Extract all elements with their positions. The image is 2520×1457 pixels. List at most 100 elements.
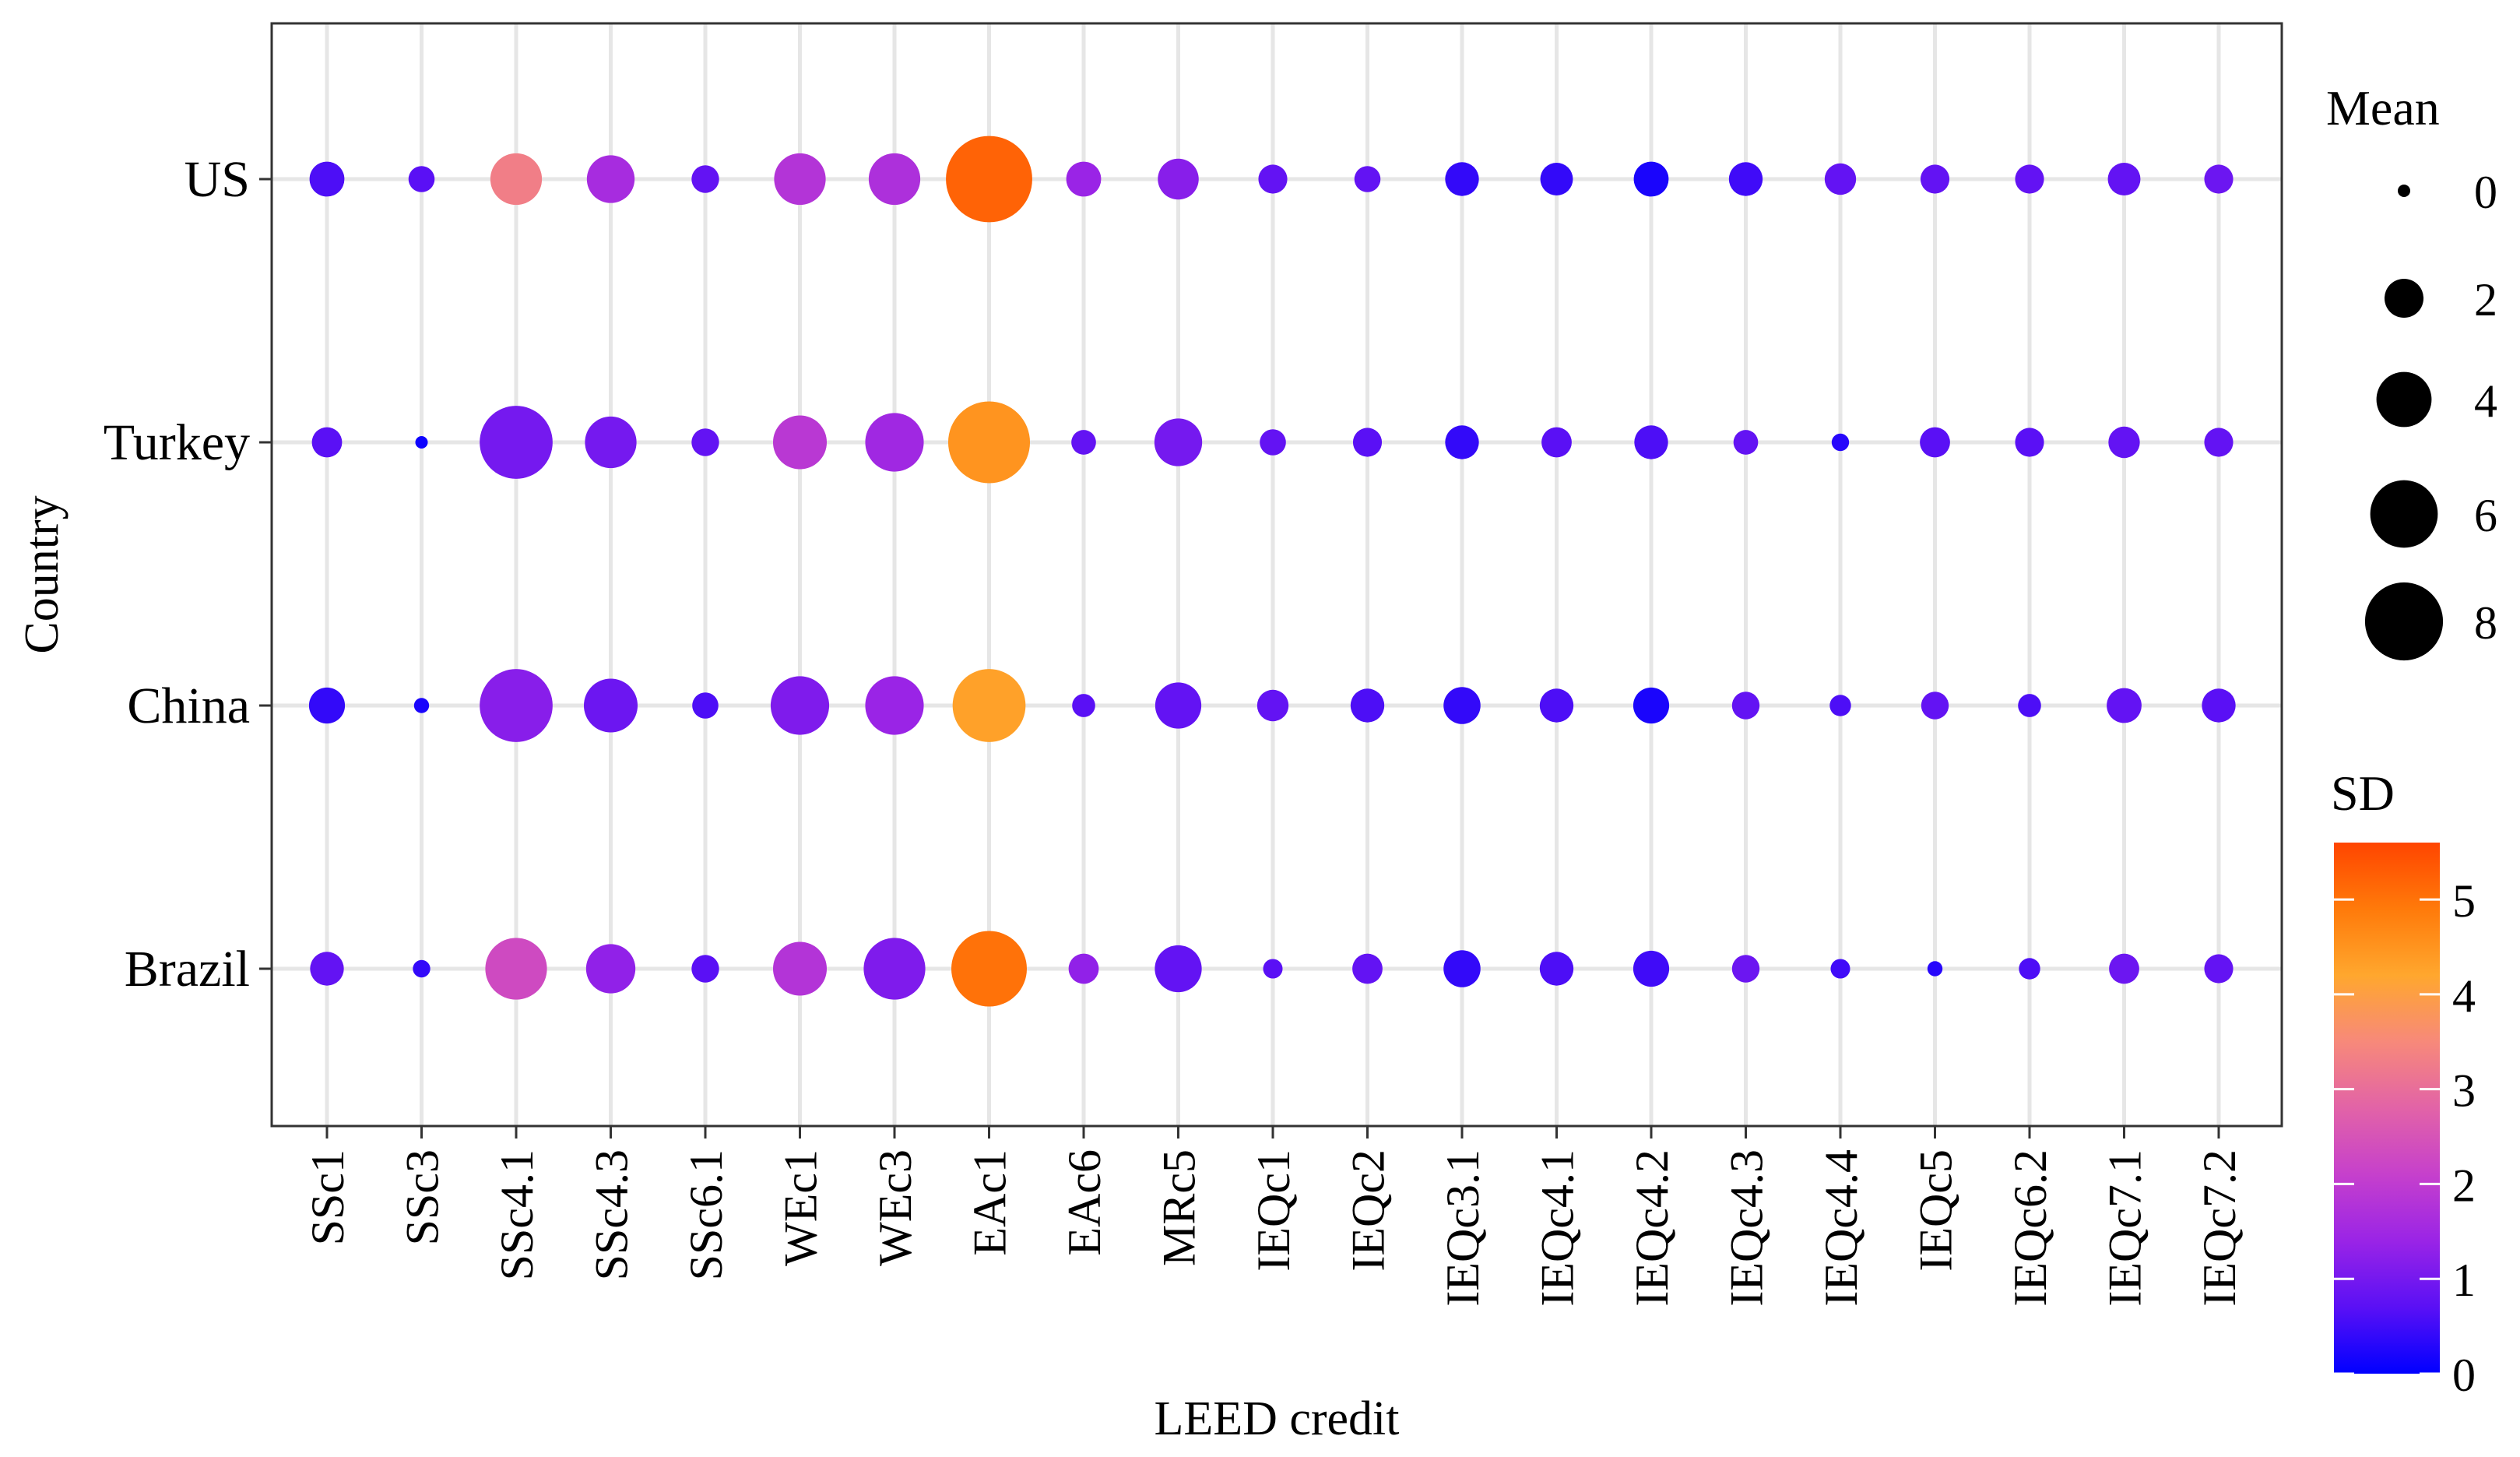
point-brazil-ieqc4.2 — [1633, 950, 1670, 987]
point-turkey-ieqc4.1 — [1541, 427, 1572, 458]
x-tick-label: IEQc4.2 — [1626, 1149, 1678, 1307]
point-brazil-ieqc7.1 — [2109, 953, 2139, 984]
point-brazil-ssc1 — [310, 952, 344, 986]
point-china-ieqc7.1 — [2107, 688, 2142, 723]
point-turkey-ssc6.1 — [691, 428, 719, 456]
point-brazil-eac1 — [951, 931, 1027, 1007]
point-us-ssc6.1 — [691, 165, 719, 193]
point-china-eac1 — [952, 669, 1026, 742]
sd-tick-label: 4 — [2452, 970, 2476, 1022]
x-tick-label: IEQc7.2 — [2194, 1149, 2245, 1307]
point-us-ieqc2 — [1354, 166, 1381, 192]
sd-tick-label: 0 — [2452, 1350, 2476, 1401]
point-us-mrc5 — [1158, 158, 1199, 200]
point-china-ieqc1 — [1256, 689, 1289, 722]
sd-tick-label: 2 — [2452, 1160, 2476, 1211]
point-brazil-wec3 — [863, 938, 926, 1000]
mean-legend-label: 8 — [2474, 597, 2497, 649]
mean-legend-label: 6 — [2474, 490, 2497, 541]
point-brazil-ieqc6.2 — [2019, 958, 2040, 980]
x-tick-label: IEQc1 — [1248, 1149, 1299, 1272]
point-turkey-eac1 — [947, 401, 1031, 484]
point-china-ieqc4.2 — [1633, 687, 1670, 724]
point-china-wec3 — [865, 676, 924, 735]
mean-legend-title: Mean — [2326, 80, 2440, 135]
mean-legend-key — [2398, 185, 2410, 197]
point-us-eac6 — [1066, 161, 1102, 197]
x-axis-title: LEED credit — [1154, 1392, 1399, 1445]
x-tick-label: MRc5 — [1154, 1149, 1205, 1266]
point-us-ssc3 — [408, 166, 435, 192]
x-tick-label: IEQc6.2 — [2005, 1149, 2056, 1307]
point-brazil-eac6 — [1068, 953, 1099, 984]
point-china-wec1 — [770, 676, 830, 735]
point-china-eac6 — [1072, 694, 1095, 717]
sd-tick-label: 1 — [2452, 1255, 2476, 1306]
point-turkey-ieqc7.1 — [2108, 426, 2140, 459]
point-china-ieqc6.2 — [2018, 694, 2041, 717]
x-tick-label: SSc1 — [302, 1149, 353, 1245]
point-us-eac1 — [946, 135, 1032, 223]
point-china-ieqc2 — [1350, 688, 1385, 723]
sd-tick-label: 5 — [2452, 875, 2476, 927]
y-tick-label: Turkey — [104, 414, 250, 471]
point-brazil-ssc3 — [413, 959, 431, 978]
mean-legend-key — [2370, 480, 2438, 548]
data-points — [308, 135, 2236, 1007]
point-us-ieqc5 — [1920, 164, 1950, 194]
point-turkey-ieqc4.4 — [1831, 433, 1850, 452]
point-brazil-ieqc1 — [1263, 959, 1283, 979]
x-tick-label: SSc4.3 — [586, 1149, 638, 1280]
point-us-ssc4.1 — [490, 153, 543, 206]
point-brazil-mrc5 — [1155, 945, 1202, 993]
mean-size-legend: Mean 0 2 4 6 8 — [2326, 80, 2497, 661]
point-us-wec3 — [868, 153, 921, 206]
mean-legend-key — [2376, 371, 2432, 428]
point-china-ssc3 — [413, 698, 430, 713]
x-tick-label: EAc1 — [965, 1149, 1016, 1256]
point-us-ssc4.3 — [586, 155, 635, 203]
point-turkey-mrc5 — [1154, 418, 1203, 466]
point-us-ieqc1 — [1258, 164, 1288, 194]
sd-legend-title: SD — [2331, 765, 2395, 821]
sd-color-legend: SD 0 1 2 3 4 5 — [2331, 765, 2476, 1401]
point-us-ieqc6.2 — [2015, 164, 2044, 194]
mean-legend-label: 2 — [2474, 274, 2497, 326]
point-brazil-ieqc4.3 — [1731, 955, 1760, 983]
point-china-ieqc3.1 — [1443, 687, 1481, 724]
point-turkey-ieqc7.2 — [2204, 428, 2234, 457]
point-brazil-ieqc7.2 — [2204, 954, 2234, 984]
mean-legend-label: 0 — [2474, 167, 2497, 218]
y-tick-label: China — [127, 677, 250, 734]
point-china-ieqc4.1 — [1539, 688, 1574, 723]
x-tick-label: SSc6.1 — [680, 1149, 732, 1280]
point-turkey-eac6 — [1071, 430, 1096, 455]
point-brazil-ieqc2 — [1352, 953, 1383, 984]
x-tick-label: IEQc2 — [1343, 1149, 1394, 1272]
point-china-ssc4.1 — [480, 669, 553, 742]
point-china-ssc4.3 — [583, 678, 638, 733]
point-us-ieqc7.2 — [2204, 164, 2234, 194]
point-china-ieqc7.2 — [2202, 688, 2236, 723]
x-tick-label: IEQc7.1 — [2100, 1149, 2151, 1307]
point-turkey-ssc4.3 — [585, 416, 637, 469]
y-axis-title: Country — [16, 495, 69, 653]
x-tick-label: WEc1 — [775, 1149, 827, 1266]
point-us-ieqc4.3 — [1728, 162, 1763, 196]
point-turkey-ssc4.1 — [480, 406, 553, 479]
x-tick-label: SSc4.1 — [491, 1149, 543, 1280]
point-china-ieqc5 — [1921, 692, 1949, 720]
point-turkey-ssc1 — [311, 427, 343, 458]
point-brazil-ieqc3.1 — [1443, 950, 1481, 987]
point-brazil-ssc4.3 — [585, 944, 636, 994]
x-tick-label: IEQc4.3 — [1721, 1149, 1773, 1307]
x-tick-label: IEQc4.4 — [1815, 1149, 1867, 1307]
point-china-ieqc4.4 — [1829, 695, 1851, 716]
x-tick-label: WEc3 — [870, 1149, 921, 1266]
point-turkey-ieqc4.3 — [1733, 430, 1759, 455]
plot-panel-border — [270, 22, 2283, 1128]
point-us-ieqc4.4 — [1824, 163, 1857, 195]
point-turkey-ieqc2 — [1352, 428, 1383, 457]
point-china-ssc1 — [308, 687, 346, 724]
